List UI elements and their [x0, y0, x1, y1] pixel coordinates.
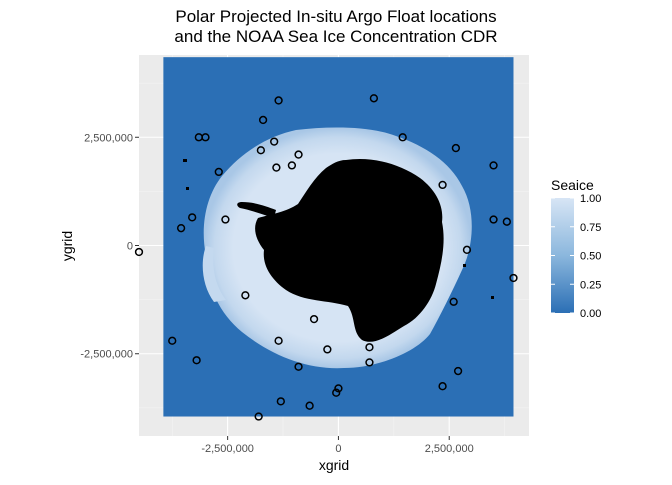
sea-ice-fringe-west	[202, 246, 226, 302]
argo-float-point	[294, 150, 303, 159]
argo-float-point	[176, 224, 186, 233]
x-axis-title: xgrid	[319, 457, 349, 473]
legend-tick-label: 0.25	[580, 279, 601, 291]
argo-float-point	[502, 217, 511, 226]
argo-float-point	[332, 388, 341, 397]
argo-float-point	[451, 143, 461, 153]
argo-float-point	[365, 343, 374, 352]
argo-float-points	[134, 94, 518, 421]
argo-float-point	[294, 362, 303, 371]
argo-float-point	[276, 397, 285, 406]
land-antarctic-peninsula	[237, 202, 276, 218]
argo-float-point	[214, 167, 223, 177]
legend-colorbar	[551, 198, 574, 313]
chart-title-line-2: and the NOAA Sea Ice Concentration CDR	[174, 27, 497, 46]
land-fleck-4	[491, 296, 494, 299]
chart-title-line-1: Polar Projected In-situ Argo Float locat…	[175, 7, 496, 26]
argo-float-point	[509, 273, 518, 283]
argo-float-point	[398, 133, 407, 142]
argo-float-point	[134, 247, 144, 257]
argo-float-point	[254, 412, 263, 421]
legend-title: Seaice	[551, 177, 594, 193]
y-tick-label: 2,500,000	[84, 132, 133, 144]
argo-float-point	[462, 245, 472, 254]
argo-float-point	[365, 358, 374, 367]
argo-float-point	[274, 96, 283, 105]
argo-float-point	[334, 384, 343, 393]
x-axis: -2,500,000 0 2,500,000	[201, 436, 474, 455]
argo-float-point	[287, 161, 297, 170]
legend-tick-label: 0.75	[580, 222, 601, 234]
legend-tick-label: 0.00	[580, 308, 601, 320]
x-tick-label: 2,500,000	[425, 443, 474, 455]
argo-float-point	[369, 94, 379, 103]
argo-float-point	[221, 215, 230, 224]
argo-float-point	[270, 137, 279, 146]
argo-float-point	[201, 133, 210, 142]
argo-float-point	[305, 401, 314, 410]
y-tick-label: 0	[127, 241, 133, 253]
argo-float-point	[188, 213, 197, 222]
argo-float-point	[489, 215, 498, 224]
land-fleck-3	[463, 264, 466, 267]
argo-float-point	[256, 146, 266, 155]
legend-tick-label: 1.00	[580, 193, 601, 205]
argo-float-point	[258, 115, 268, 125]
argo-float-point	[449, 297, 458, 306]
land-fleck-1	[183, 159, 187, 162]
argo-float-point	[438, 180, 447, 190]
argo-float-point	[241, 291, 250, 300]
x-tick-label: -2,500,000	[201, 443, 254, 455]
argo-float-point	[272, 163, 281, 172]
argo-float-point	[192, 356, 201, 365]
argo-float-point	[168, 336, 177, 345]
argo-float-point	[489, 161, 498, 170]
land-fleck-2	[186, 187, 189, 190]
argo-float-point	[438, 382, 447, 391]
argo-float-point	[274, 336, 283, 345]
legend-ticks: 1.00 0.75 0.50 0.25 0.00	[551, 193, 601, 320]
argo-float-point	[323, 345, 332, 354]
x-tick-label: 0	[335, 443, 341, 455]
argo-float-point	[453, 366, 463, 376]
legend-tick-label: 0.50	[580, 251, 601, 263]
y-tick-label: -2,500,000	[80, 349, 133, 361]
argo-float-point	[309, 314, 319, 324]
y-axis: 2,500,000 0 -2,500,000	[80, 132, 139, 361]
land-antarctica	[255, 158, 444, 342]
y-axis-title: ygrid	[59, 231, 75, 261]
